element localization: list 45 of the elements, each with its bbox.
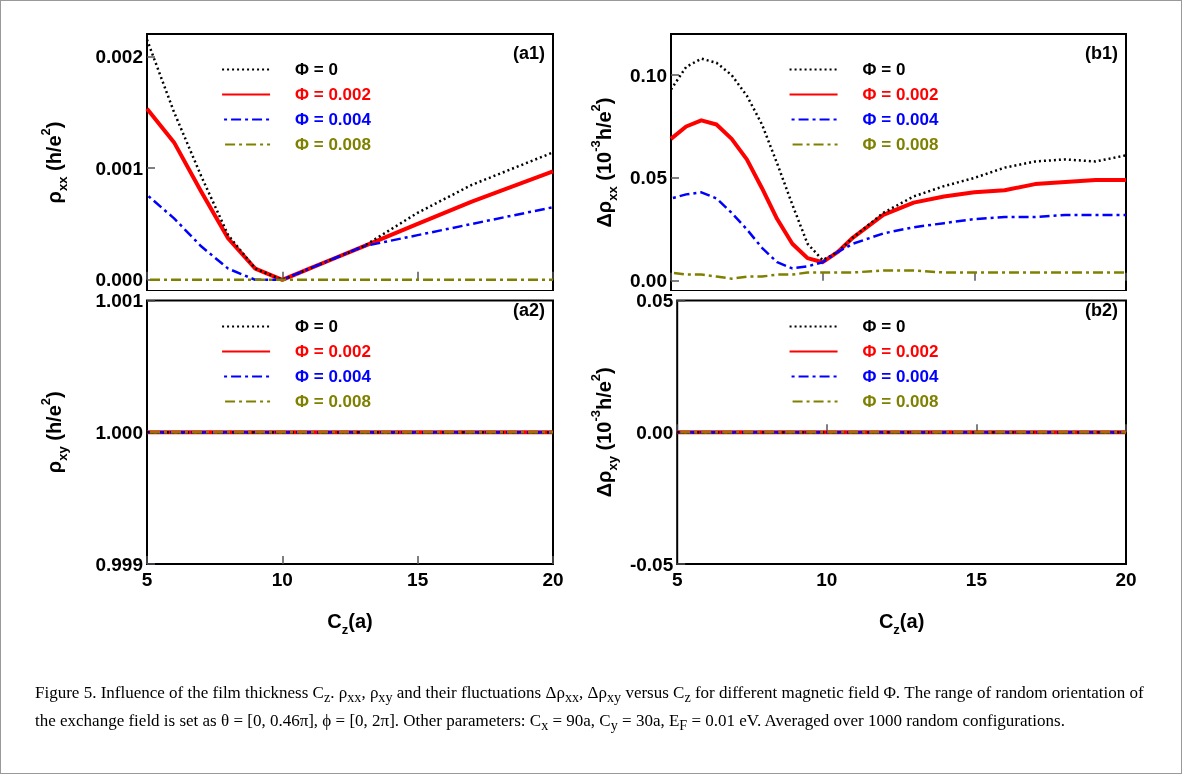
legend-label: Φ = 0	[295, 60, 338, 79]
annotation: (b2)	[1085, 300, 1119, 320]
y-tick-label: 0.00	[630, 270, 667, 292]
annotation: (a1)	[512, 43, 546, 63]
x-tick-label: 20	[542, 569, 564, 590]
legend-label: Φ = 0	[862, 317, 906, 336]
y-axis-title: ρxy (h/e2)	[38, 391, 70, 474]
y-tick-label: 0.001	[95, 157, 144, 179]
legend-label: Φ = 0.008	[862, 392, 939, 411]
text: Figure 5. Influence of the film thickness C$_{z}$. ρ$_{xx}$, ρ$_{xy}$ and their fluctuations Δρ$_{xx}$, Δρ$_{xy}$ versus C$_{z}$ for different magnetic field Φ. The range of random orientation of the exchange field is set as θ = [0, 0.46π], ϕ = [0, 2π]. Other parameters: C$_{x}$ = 90a, C$_{y}$ = 30a, E$_{F}$ = 0.01 eV. Averaged over 1000 random configurations.	[35, 683, 1144, 734]
legend-label: Φ = 0.004	[295, 110, 372, 129]
legend-label: Φ = 0	[295, 317, 338, 336]
y-tick-label: 0.000	[95, 269, 143, 291]
legend-label: Φ = 0.004	[862, 367, 939, 386]
y-tick-label: 0.00	[636, 421, 674, 443]
y-axis-title: ρxx (h/e2)	[38, 121, 70, 204]
legend-label: Φ = 0	[862, 60, 906, 79]
y-tick-label: -0.05	[629, 553, 674, 575]
y-tick-label: 0.002	[95, 45, 143, 67]
legend-label: Φ = 0.002	[862, 342, 939, 361]
y-tick-label: 0.05	[636, 290, 674, 311]
y-axis-title: Δρxx (10-3h/e2)	[588, 97, 620, 228]
y-tick-label: 0.05	[630, 167, 668, 189]
x-tick-label: 5	[671, 569, 683, 590]
legend-label: Φ = 0.002	[295, 342, 371, 361]
legend-label: Φ = 0.004	[295, 367, 372, 386]
x-tick-label: 20	[1115, 569, 1137, 590]
x-tick-label: 15	[965, 569, 988, 590]
legend-label: Φ = 0.008	[295, 135, 371, 154]
x-tick-label: 10	[271, 569, 293, 590]
y-tick-label: 1.000	[95, 421, 143, 443]
x-tick-label: 5	[141, 569, 153, 590]
legend-label: Φ = 0.008	[295, 392, 371, 411]
x-tick-label: 10	[816, 569, 838, 590]
legend-label: Φ = 0.004	[862, 110, 939, 129]
annotation: (a2)	[512, 300, 546, 320]
y-tick-label: 0.10	[630, 64, 667, 86]
legend-label: Φ = 0.008	[862, 135, 939, 154]
x-tick-label: 15	[407, 569, 429, 590]
y-tick-label: 0.999	[95, 553, 143, 575]
legend-label: Φ = 0.002	[295, 85, 371, 104]
annotation: (b1)	[1085, 43, 1119, 63]
y-tick-label: 1.001	[95, 290, 144, 311]
legend-label: Φ = 0.002	[862, 85, 939, 104]
y-axis-title: Δρxy (10-3h/e2)	[588, 367, 620, 498]
